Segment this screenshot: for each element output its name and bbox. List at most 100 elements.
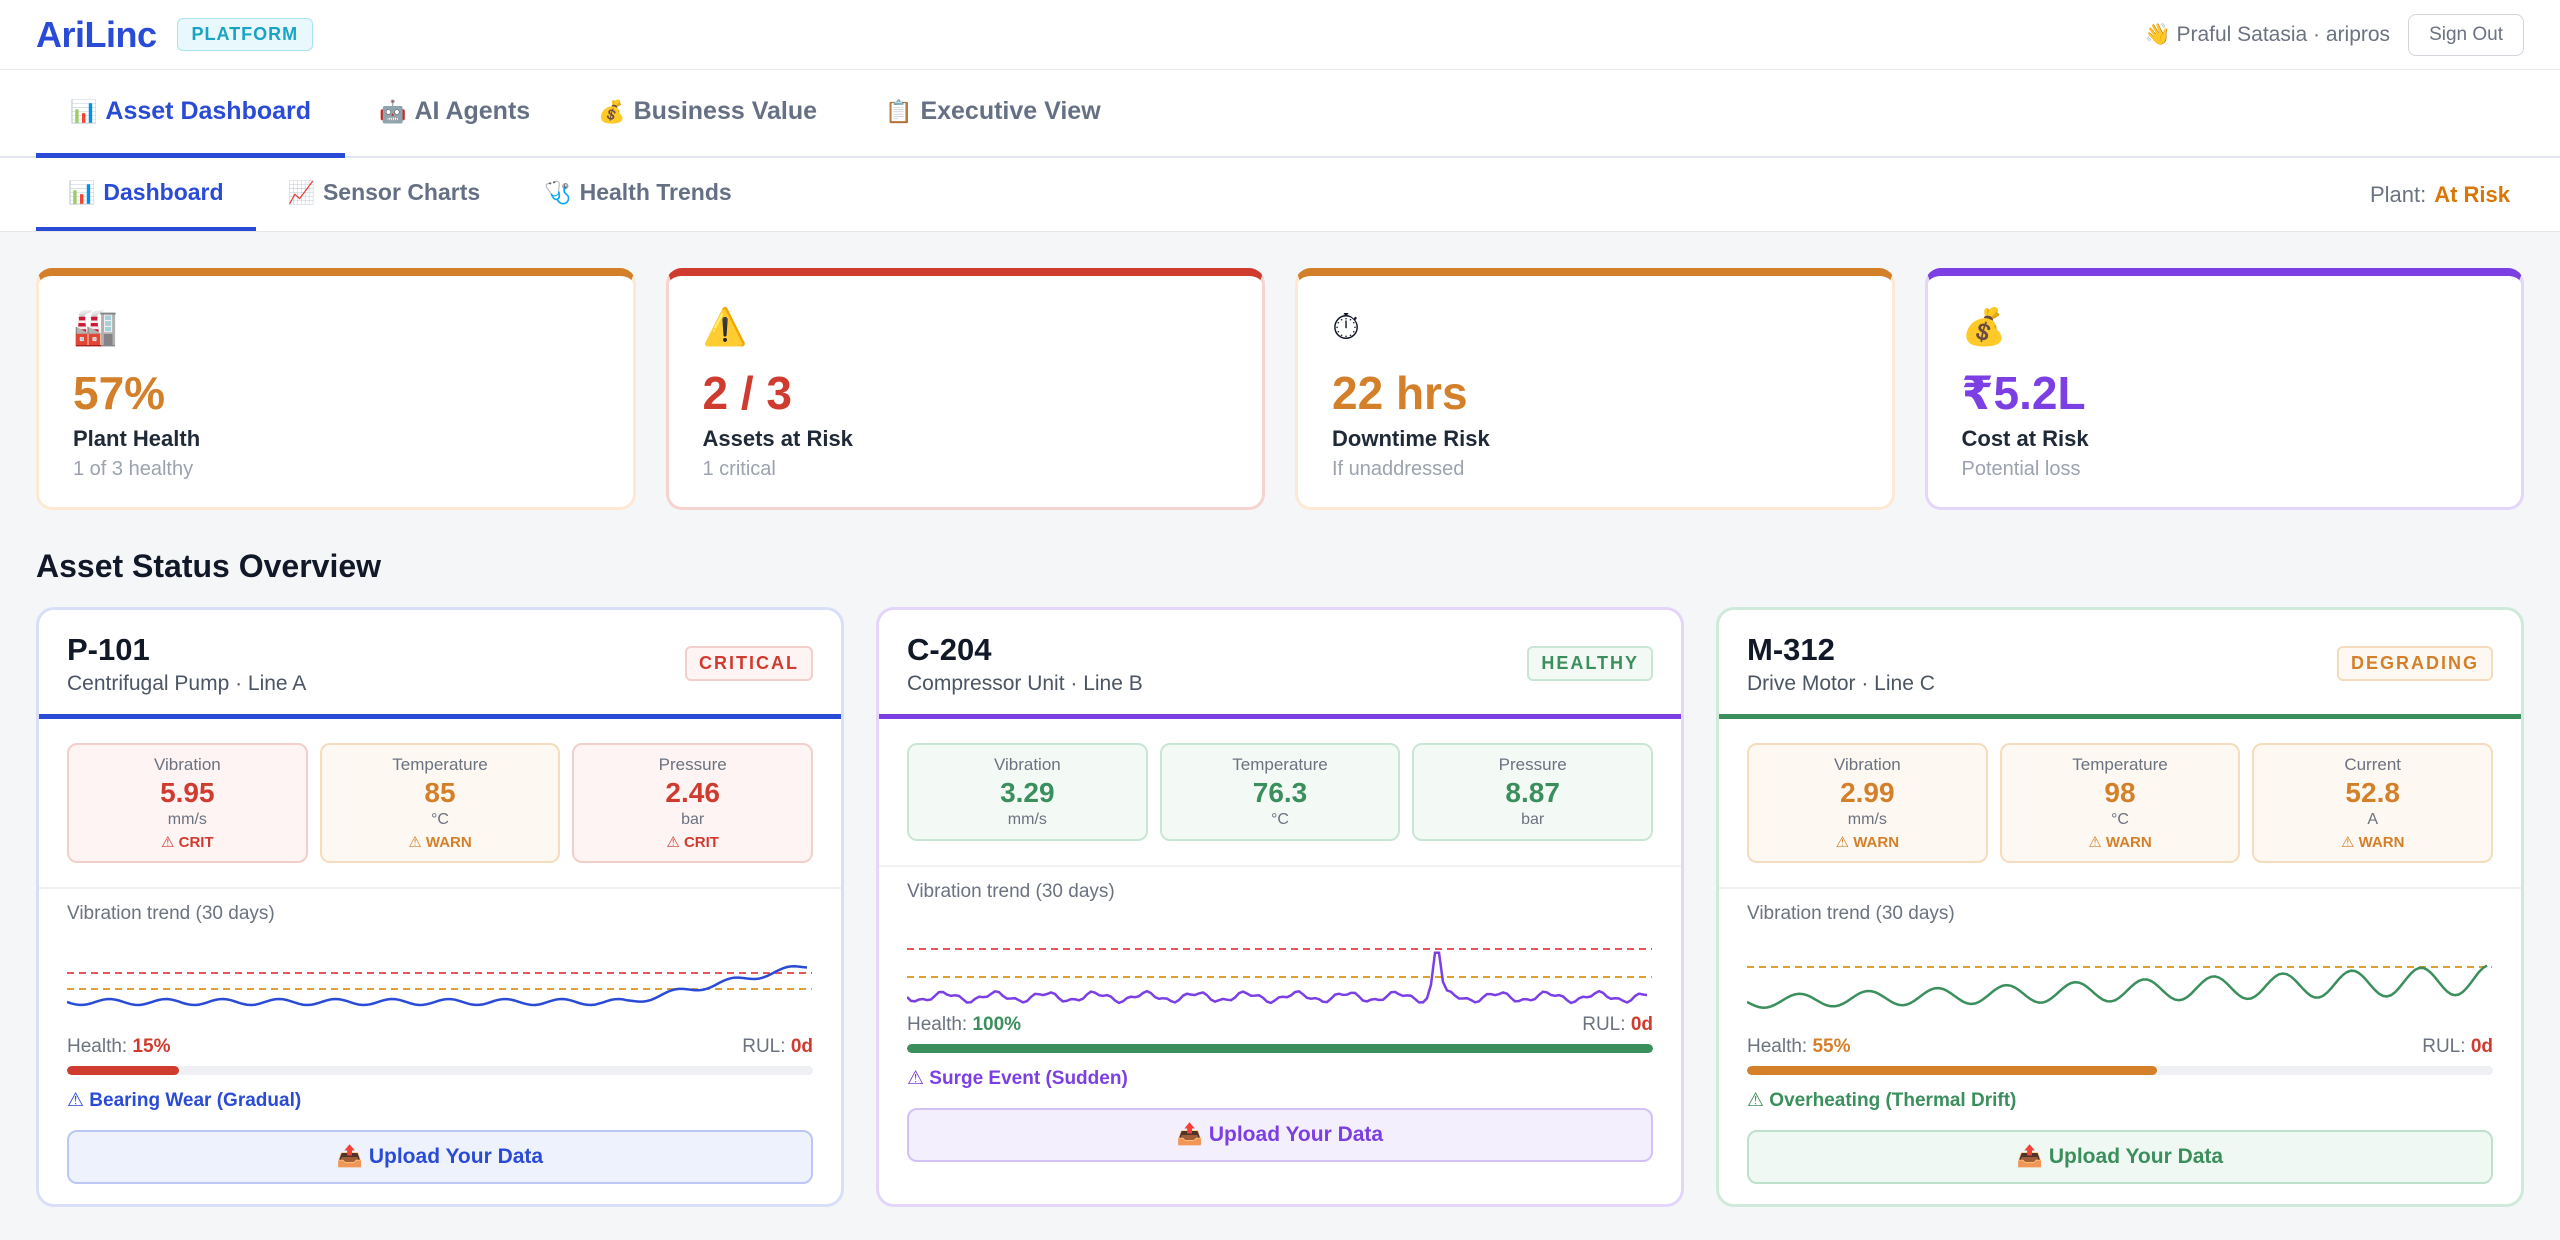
sub-tabs: 📊 Dashboard 📈 Sensor Charts 🩺 Health Tre… xyxy=(0,158,2560,232)
health-bar-fill xyxy=(907,1044,1653,1053)
metric-label: Vibration xyxy=(153,755,221,774)
upload-data-button[interactable]: 📤 Upload Your Data xyxy=(67,1130,813,1184)
metric-label: Pressure xyxy=(1498,755,1567,774)
metric-pressure: Pressure 2.46 bar ⚠ CRIT xyxy=(572,743,814,863)
tab-label: Asset Dashboard xyxy=(105,97,312,125)
upload-data-button[interactable]: 📤 Upload Your Data xyxy=(907,1108,1653,1162)
metric-status: ⚠ CRIT xyxy=(666,834,719,851)
asset-description: Centrifugal Pump · Line A xyxy=(67,672,307,695)
vibration-trend: Vibration trend (30 days) xyxy=(1719,889,2521,1030)
metric-status: ⚠ WARN xyxy=(2340,834,2405,851)
asset-description: Compressor Unit · Line B xyxy=(907,672,1143,695)
vibration-trend: Vibration trend (30 days) xyxy=(39,889,841,1030)
chart-icon: 📊 xyxy=(68,179,96,205)
app-logo[interactable]: AriLinc xyxy=(36,13,157,55)
metric-status: ⚠ WARN xyxy=(2088,834,2152,851)
kpi-assets-at-risk: ⚠️ 2 / 3 Assets at Risk 1 critical xyxy=(665,268,1265,510)
health-row: Health: 100% RUL: 0d xyxy=(879,1008,1681,1036)
platform-badge: PLATFORM xyxy=(176,18,314,51)
metric-label: Temperature xyxy=(392,755,488,774)
plant-status-value: At Risk xyxy=(2434,181,2510,207)
asset-description: Drive Motor · Line C xyxy=(1747,672,1935,695)
sign-out-button[interactable]: Sign Out xyxy=(2408,13,2524,56)
metric-unit: °C xyxy=(1271,811,1289,828)
metric-unit: bar xyxy=(1521,811,1545,828)
metric-label: Temperature xyxy=(1232,755,1328,774)
kpi-value: 57% xyxy=(73,367,166,419)
metric-label: Temperature xyxy=(2072,755,2168,774)
vibration-trend: Vibration trend (30 days) xyxy=(879,867,1681,1008)
metric-unit: mm/s xyxy=(1847,811,1887,828)
health-bar-fill xyxy=(67,1066,179,1075)
money-bag-icon: 💰 xyxy=(1961,306,2007,347)
metric-temperature: Temperature 85 °C ⚠ WARN xyxy=(319,743,561,863)
asset-header: M-312 Drive Motor · Line C DEGRADING xyxy=(1719,610,2521,719)
metric-value: 3.29 xyxy=(1000,777,1055,808)
subtab-health-trends[interactable]: 🩺 Health Trends xyxy=(512,158,764,231)
metric-row: Vibration 2.99 mm/s ⚠ WARN Temperature 9… xyxy=(1719,719,2521,889)
trend-line xyxy=(67,965,808,1007)
upload-data-button[interactable]: 📤 Upload Your Data xyxy=(1747,1130,2493,1184)
tab-asset-dashboard[interactable]: 📊 Asset Dashboard xyxy=(36,70,346,158)
kpi-row: 🏭 57% Plant Health 1 of 3 healthy ⚠️ 2 /… xyxy=(0,232,2560,510)
plant-status: Plant: At Risk xyxy=(2370,158,2524,231)
metric-unit: A xyxy=(2367,811,2379,828)
rul-value: 0d xyxy=(1630,1014,1653,1035)
asset-id: P-101 xyxy=(67,632,150,667)
tab-label: AI Agents xyxy=(414,97,531,125)
subtab-label: Health Trends xyxy=(579,179,732,205)
rul-value: 0d xyxy=(2470,1036,2493,1057)
trend-label: Vibration trend (30 days) xyxy=(907,881,1115,902)
rul-label: RUL: xyxy=(742,1036,786,1057)
fault-label: ⚠ Bearing Wear (Gradual) xyxy=(67,1090,302,1111)
health-bar xyxy=(67,1066,813,1075)
rul-readout: RUL: 0d xyxy=(2422,1036,2493,1058)
metric-unit: °C xyxy=(431,811,449,828)
health-row: Health: 55% RUL: 0d xyxy=(1719,1030,2521,1058)
metric-unit: mm/s xyxy=(1007,811,1047,828)
rul-label: RUL: xyxy=(2422,1036,2466,1057)
subtab-label: Dashboard xyxy=(103,179,224,205)
rul-readout: RUL: 0d xyxy=(742,1036,813,1058)
metric-vibration: Vibration 5.95 mm/s ⚠ CRIT xyxy=(67,743,308,863)
metric-pressure: Pressure 8.87 bar xyxy=(1412,743,1654,841)
kpi-label: Plant Health xyxy=(73,426,201,451)
subtab-dashboard[interactable]: 📊 Dashboard xyxy=(36,158,256,231)
kpi-subtext: Potential loss xyxy=(1961,458,2081,480)
asset-header: C-204 Compressor Unit · Line B HEALTHY xyxy=(879,610,1681,719)
plant-status-label: Plant: xyxy=(2369,181,2427,207)
tab-label: Business Value xyxy=(633,97,818,125)
asset-card-p101[interactable]: P-101 Centrifugal Pump · Line A CRITICAL… xyxy=(36,607,844,1207)
tab-executive-view[interactable]: 📋 Executive View xyxy=(851,70,1135,158)
kpi-label: Cost at Risk xyxy=(1961,426,2089,451)
status-badge: HEALTHY xyxy=(1527,646,1653,681)
subtab-label: Sensor Charts xyxy=(322,179,481,205)
trend-label: Vibration trend (30 days) xyxy=(1747,903,1955,924)
warning-icon: ⚠️ xyxy=(702,306,748,347)
metric-unit: °C xyxy=(2111,811,2129,828)
asset-card-c204[interactable]: C-204 Compressor Unit · Line B HEALTHY V… xyxy=(876,607,1684,1207)
kpi-subtext: 1 of 3 healthy xyxy=(73,458,194,480)
metric-value: 98 xyxy=(2104,777,2136,808)
tab-business-value[interactable]: 💰 Business Value xyxy=(564,70,851,158)
metric-row: Vibration 5.95 mm/s ⚠ CRIT Temperature 8… xyxy=(39,719,841,889)
money-bag-icon: 💰 xyxy=(598,98,626,124)
asset-card-m312[interactable]: M-312 Drive Motor · Line C DEGRADING Vib… xyxy=(1716,607,2524,1207)
health-value: 100% xyxy=(972,1014,1022,1035)
asset-header: P-101 Centrifugal Pump · Line A CRITICAL xyxy=(39,610,841,719)
health-row: Health: 15% RUL: 0d xyxy=(39,1030,841,1058)
tab-ai-agents[interactable]: 🤖 AI Agents xyxy=(345,70,564,158)
health-bar xyxy=(1747,1066,2493,1075)
metric-value: 85 xyxy=(424,777,456,808)
subtab-sensor-charts[interactable]: 📈 Sensor Charts xyxy=(256,158,513,231)
user-greeting: 👋 Praful Satasia · aripros xyxy=(2144,22,2391,46)
chart-icon: 📊 xyxy=(70,98,98,124)
metric-unit: mm/s xyxy=(167,811,207,828)
fault-label: ⚠ Overheating (Thermal Drift) xyxy=(1747,1090,2017,1111)
metric-unit: bar xyxy=(681,811,705,828)
user-area: 👋 Praful Satasia · aripros Sign Out xyxy=(2144,13,2524,56)
metric-value: 52.8 xyxy=(2345,777,2400,808)
line-chart-icon: 📈 xyxy=(287,179,315,205)
asset-id: C-204 xyxy=(907,632,992,667)
rul-value: 0d xyxy=(790,1036,813,1057)
